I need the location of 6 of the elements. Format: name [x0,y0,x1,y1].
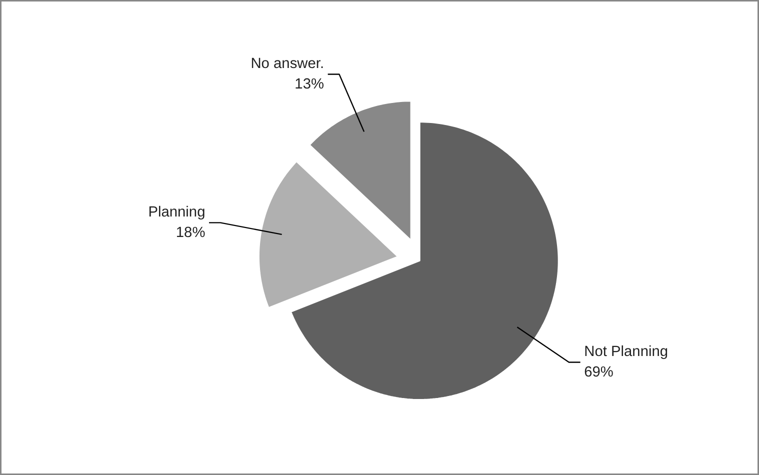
slice-label: No answer. [250,56,324,72]
slice-label: Not Planning [584,344,668,360]
data-label: 18% [176,225,206,242]
slice-label: Planning [148,204,206,220]
data-label: 13% [294,76,324,93]
data-label: 69% [584,364,614,381]
